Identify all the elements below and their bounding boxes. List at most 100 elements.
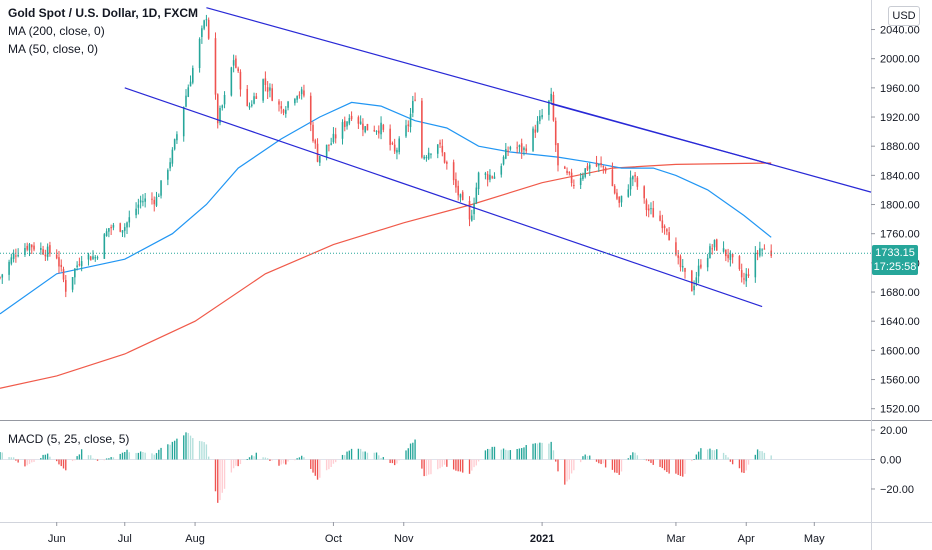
macd-bar — [611, 459, 614, 470]
macd-bar — [745, 459, 747, 471]
macd-bar — [548, 443, 550, 460]
candle-body — [595, 162, 598, 167]
candle-body — [121, 230, 124, 233]
macd-bar — [405, 450, 407, 460]
macd-bar — [602, 459, 605, 464]
macd-bar — [237, 459, 239, 467]
candle-body — [139, 200, 142, 203]
macd-bar — [500, 449, 502, 460]
candle-body — [520, 143, 523, 152]
candle-body — [76, 265, 78, 268]
y-tick-label: 1640.00 — [880, 316, 920, 328]
legend-macd[interactable]: MACD (5, 25, close, 5) — [8, 432, 130, 446]
candle-body — [157, 195, 160, 197]
macd-bar — [350, 448, 353, 460]
macd-tick-label: 0.00 — [880, 455, 901, 467]
macd-bar — [695, 454, 698, 460]
macd-bar — [262, 457, 264, 460]
macd-bar — [316, 459, 319, 480]
macd-bar — [362, 451, 364, 460]
candle-body — [216, 94, 219, 124]
macd-bar — [738, 459, 741, 469]
candle-body — [715, 239, 718, 251]
candle-body — [461, 192, 464, 201]
candle-body — [634, 174, 636, 177]
macd-bar — [763, 452, 766, 460]
candle-body — [711, 248, 714, 250]
macd-bar — [586, 455, 589, 460]
candle-body — [167, 170, 169, 180]
macd-bar — [287, 459, 289, 462]
candle-body — [380, 122, 382, 135]
macd-bar — [650, 459, 652, 463]
macd-bar — [223, 459, 226, 489]
candle-body — [303, 90, 305, 96]
candle-body — [330, 143, 332, 145]
candle-body — [566, 170, 568, 174]
macd-bar — [652, 459, 654, 465]
macd-bar — [105, 458, 108, 460]
candle-body — [264, 78, 267, 86]
macd-bar — [475, 459, 478, 466]
macd-bar — [582, 456, 584, 460]
x-tick-label: Aug — [185, 533, 205, 545]
macd-bar — [310, 459, 312, 469]
candle-body — [232, 60, 235, 66]
macd-bar — [271, 459, 273, 461]
candle-body — [675, 242, 677, 255]
macd-bar — [423, 459, 425, 477]
candle-body — [518, 145, 521, 148]
macd-bar — [173, 440, 176, 460]
candle-body — [629, 177, 632, 190]
candle-body — [613, 185, 616, 194]
candle-body — [550, 93, 552, 102]
legend-ma50[interactable]: MA (50, close, 0) — [8, 42, 99, 56]
candle-body — [189, 81, 192, 87]
candle-body — [312, 124, 314, 142]
macd-bar — [707, 449, 709, 460]
candle-body — [62, 269, 65, 280]
upper-channel-line — [206, 7, 872, 193]
macd-bar — [31, 459, 33, 463]
candle-body — [493, 176, 496, 179]
y-tick-label: 1760.00 — [880, 229, 920, 241]
candle-body — [396, 149, 398, 153]
lower-channel-line — [124, 87, 763, 308]
macd-bar — [251, 455, 253, 460]
y-tick-label: 1840.00 — [880, 170, 920, 182]
macd-bar — [532, 443, 534, 460]
macd-bar — [96, 459, 99, 461]
candle-body — [346, 121, 348, 127]
macd-bar — [573, 459, 575, 471]
macd-bar — [167, 444, 169, 460]
legend-ma200[interactable]: MA (200, close, 0) — [8, 24, 105, 38]
candle-body — [373, 130, 376, 132]
macd-bar — [65, 459, 67, 471]
candle-body — [706, 257, 709, 268]
candle-body — [393, 144, 396, 152]
currency-button[interactable]: USD — [888, 6, 920, 26]
macd-bar — [648, 459, 650, 462]
macd-bar — [40, 458, 42, 460]
candle-body — [375, 130, 378, 132]
macd-bar — [700, 448, 702, 460]
macd-bar — [94, 458, 96, 460]
macd-bar — [731, 459, 734, 465]
macd-bar — [126, 449, 128, 460]
candle-body — [470, 215, 473, 221]
candle-body — [618, 196, 621, 203]
candle-body — [123, 227, 126, 231]
candle-body — [443, 152, 446, 163]
candle-body — [509, 147, 512, 150]
y-tick-label: 1960.00 — [880, 83, 920, 95]
macd-bar — [439, 459, 441, 469]
macd-bar — [373, 452, 375, 460]
candle-body — [328, 144, 330, 146]
candle-body — [427, 152, 430, 159]
macd-bar — [80, 449, 83, 460]
macd-bar — [659, 459, 661, 467]
macd-bar — [198, 440, 201, 460]
candle-body — [738, 256, 741, 270]
